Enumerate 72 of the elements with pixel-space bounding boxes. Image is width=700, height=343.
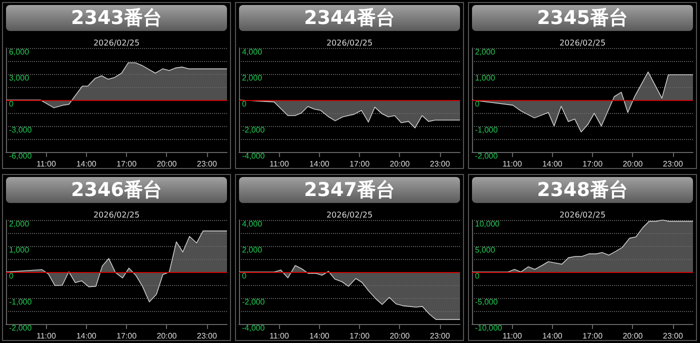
y-tick-label: 1,000 xyxy=(475,74,496,82)
x-tick-label: 20:00 xyxy=(622,160,644,168)
y-tick-label: -2,000 xyxy=(9,324,32,332)
chart-subtitle: 2026/02/25 xyxy=(93,38,140,48)
y-tick-label: -4,000 xyxy=(242,324,266,332)
x-tick-label: 14:00 xyxy=(542,160,563,168)
y-tick-label: 2,000 xyxy=(9,220,30,228)
x-tick-label: 17:00 xyxy=(116,332,138,340)
chart-subtitle: 2026/02/25 xyxy=(326,38,373,48)
y-tick-label: 0 xyxy=(242,100,247,108)
y-tick-label: 4,000 xyxy=(242,220,263,228)
x-tick-label: 17:00 xyxy=(582,160,604,168)
x-tick-label: 20:00 xyxy=(390,332,410,340)
x-tick-label: 14:00 xyxy=(309,160,330,168)
y-tick-label: -2,000 xyxy=(242,126,266,134)
x-tick-label: 11:00 xyxy=(36,160,56,168)
chart-title: 2346番台 xyxy=(6,177,227,203)
x-tick-label: 20:00 xyxy=(156,332,178,340)
chart-subtitle: 2026/02/25 xyxy=(559,38,606,48)
y-tick-label: 2,000 xyxy=(475,48,496,56)
x-tick-label: 14:00 xyxy=(76,332,97,340)
chart-title: 2343番台 xyxy=(6,5,227,31)
y-tick-label: 0 xyxy=(9,272,14,280)
chart-subtitle: 2026/02/25 xyxy=(93,210,140,220)
x-tick-label: 20:00 xyxy=(622,332,644,340)
chart-subtitle: 2026/02/25 xyxy=(326,210,373,220)
y-tick-label: 0 xyxy=(475,272,480,280)
y-tick-label: -5,000 xyxy=(475,298,498,306)
x-tick-label: 17:00 xyxy=(350,160,370,168)
y-tick-label: 2,000 xyxy=(242,246,263,254)
x-tick-label: 17:00 xyxy=(350,332,370,340)
chart-title: 2345番台 xyxy=(472,5,693,31)
x-tick-label: 20:00 xyxy=(390,160,410,168)
y-tick-label: -6,000 xyxy=(9,152,32,160)
y-tick-label: 5,000 xyxy=(475,246,496,254)
y-tick-label: -2,000 xyxy=(242,298,266,306)
x-tick-label: 23:00 xyxy=(430,160,450,168)
x-tick-label: 23:00 xyxy=(196,160,218,168)
x-tick-label: 14:00 xyxy=(76,160,97,168)
x-tick-label: 17:00 xyxy=(116,160,138,168)
x-tick-label: 11:00 xyxy=(502,160,522,168)
chart-title: 2344番台 xyxy=(239,5,460,31)
chart-subtitle: 2026/02/25 xyxy=(559,210,606,220)
chart-title: 2348番台 xyxy=(472,177,693,203)
x-tick-label: 11:00 xyxy=(36,332,56,340)
x-tick-label: 23:00 xyxy=(196,332,218,340)
y-tick-label: 0 xyxy=(475,100,480,108)
x-tick-label: 17:00 xyxy=(582,332,604,340)
y-tick-label: 0 xyxy=(9,100,14,108)
y-tick-label: -1,000 xyxy=(9,298,32,306)
y-tick-label: 3,000 xyxy=(9,74,30,82)
x-tick-label: 20:00 xyxy=(156,160,178,168)
x-tick-label: 11:00 xyxy=(269,160,290,168)
x-tick-label: 23:00 xyxy=(662,160,684,168)
x-tick-label: 14:00 xyxy=(309,332,330,340)
chart-title: 2347番台 xyxy=(239,177,460,203)
y-tick-label: 0 xyxy=(242,272,247,280)
y-tick-label: 2,000 xyxy=(242,74,263,82)
x-tick-label: 23:00 xyxy=(662,332,684,340)
x-tick-label: 14:00 xyxy=(542,332,563,340)
x-tick-label: 11:00 xyxy=(269,332,290,340)
y-tick-label: -4,000 xyxy=(242,152,266,160)
y-tick-label: 1,000 xyxy=(9,246,30,254)
y-tick-label: -10,000 xyxy=(475,324,503,332)
y-tick-label: 6,000 xyxy=(9,48,30,56)
y-tick-label: -2,000 xyxy=(475,152,498,160)
y-tick-label: -3,000 xyxy=(9,126,32,134)
y-tick-label: 10,000 xyxy=(475,220,500,228)
x-tick-label: 23:00 xyxy=(430,332,450,340)
y-tick-label: -1,000 xyxy=(475,126,498,134)
x-tick-label: 11:00 xyxy=(502,332,522,340)
y-tick-label: 4,000 xyxy=(242,48,263,56)
